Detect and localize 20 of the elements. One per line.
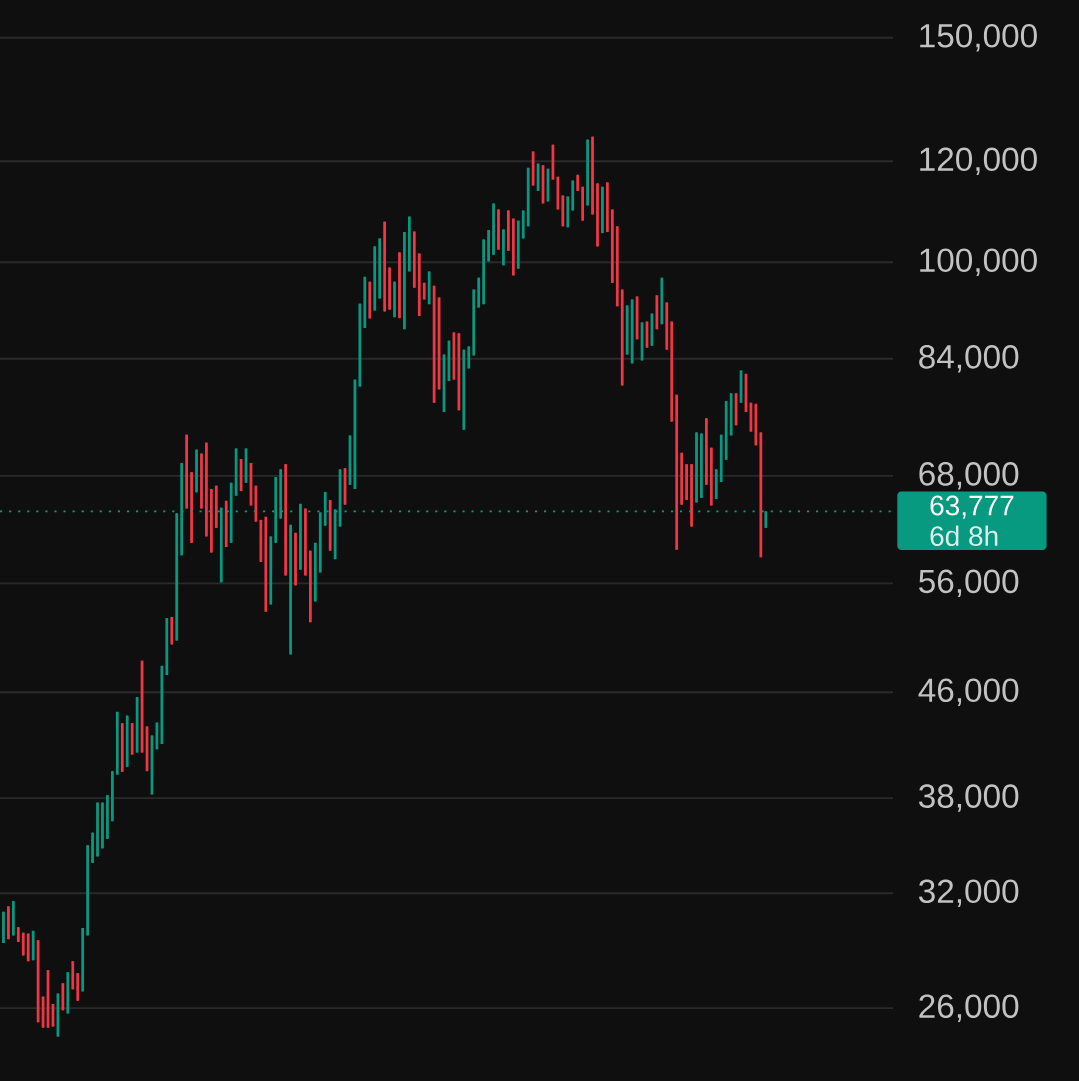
candlestick	[26, 933, 30, 962]
candlestick	[308, 550, 312, 623]
candlestick	[511, 217, 515, 277]
y-tick-label: 38,000	[919, 784, 1019, 812]
ref-line-label: 63,777	[930, 495, 1014, 519]
y-tick-label: 32,000	[919, 879, 1019, 908]
text: 6d 8h	[930, 525, 998, 547]
y-tick-label: 150,000	[920, 23, 1037, 52]
y-tick-label: 56,000	[919, 569, 1019, 598]
y-tick-label: 46,000	[918, 678, 1019, 707]
y-tick-label: 26,000	[919, 994, 1019, 1022]
candlestick	[313, 542, 317, 603]
candlestick	[31, 930, 35, 961]
candlestick	[526, 167, 530, 227]
y-tick-label: 68,000	[919, 462, 1019, 490]
candlestick	[170, 616, 174, 646]
candlestick	[660, 277, 664, 325]
y-tick-label: 84,000	[919, 345, 1019, 373]
y-tick-label: 120,000	[920, 147, 1037, 176]
y-tick-label: 100,000	[920, 248, 1037, 276]
